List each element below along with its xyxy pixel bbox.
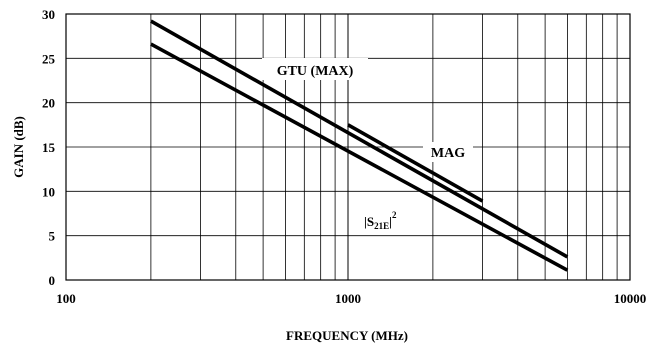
annotation-gtu: GTU (MAX) [262, 58, 368, 80]
series-line-1 [347, 123, 484, 203]
annotation-gtu-label: GTU (MAX) [277, 64, 354, 79]
y-tick-labels: 0 5 10 15 20 25 30 [42, 7, 56, 288]
x-tick-label: 10000 [614, 291, 647, 306]
grid [65, 13, 630, 281]
series-line-0 [150, 19, 569, 259]
series-line-2 [150, 42, 569, 272]
annotation-s21e-label: |S21E|2 [364, 210, 397, 231]
annotation-mag-background [423, 142, 473, 162]
annotation-mag-label: MAG [431, 146, 465, 161]
y-tick-label: 5 [49, 229, 56, 244]
y-axis-title: GAIN (dB) [11, 116, 26, 178]
y-tick-label: 15 [42, 140, 56, 155]
y-tick-label: 0 [49, 273, 56, 288]
x-tick-label: 100 [56, 291, 76, 306]
y-tick-label: 25 [42, 51, 56, 66]
annotation-s21e-subscript: 21E [374, 221, 389, 231]
annotation-s21e-bar: | [389, 214, 392, 229]
annotation-mag: MAG [423, 142, 473, 162]
annotation-s21e: |S21E|2 [359, 200, 419, 232]
y-tick-label: 10 [42, 184, 55, 199]
annotation-s21e-superscript: 2 [392, 210, 397, 220]
annotation-s21e-main: |S [364, 214, 374, 229]
x-tick-labels: 100 1000 10000 [56, 291, 646, 306]
x-axis-title: FREQUENCY (MHz) [286, 328, 408, 343]
series-lines [150, 19, 569, 272]
plot-frame [65, 13, 631, 281]
x-tick-label: 1000 [335, 291, 361, 306]
annotation-s21e-background [359, 200, 419, 232]
y-tick-label: 30 [42, 7, 55, 22]
y-tick-label: 20 [42, 96, 55, 111]
annotation-gtu-background [262, 58, 368, 80]
